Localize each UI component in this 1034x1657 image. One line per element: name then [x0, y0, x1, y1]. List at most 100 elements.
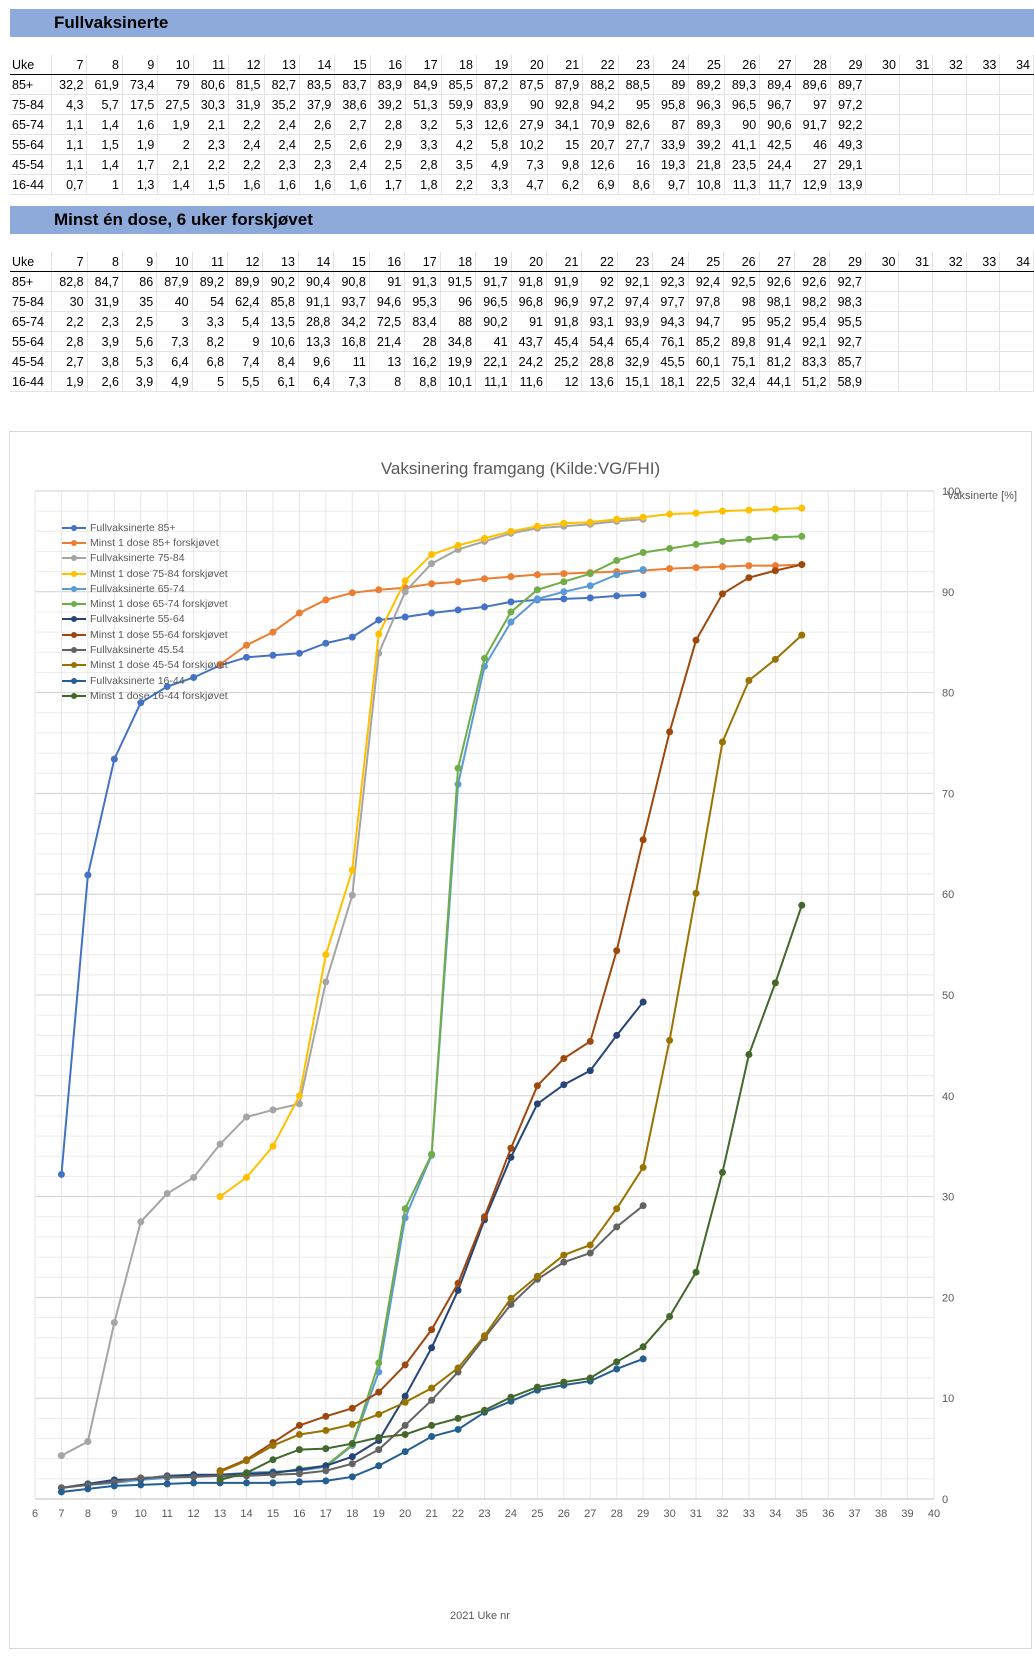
column-header-week: 34 — [999, 55, 1034, 75]
table-cell: 91,8 — [546, 311, 583, 332]
data-point — [613, 1223, 621, 1231]
data-point — [243, 653, 251, 661]
data-point — [322, 596, 330, 604]
table-cell: 7,3 — [156, 331, 193, 352]
table-cell: 2,7 — [51, 351, 88, 372]
data-point — [507, 608, 515, 616]
table-cell — [999, 134, 1034, 155]
table-cell — [932, 291, 967, 312]
table-cell: 3 — [156, 311, 193, 332]
data-point — [798, 561, 806, 569]
table-cell: 27 — [795, 154, 832, 175]
table-cell: 89,2 — [192, 271, 229, 292]
data-point — [295, 1446, 303, 1454]
table-cell: 2,8 — [370, 114, 407, 135]
legend-swatch — [62, 614, 86, 624]
data-point — [428, 580, 436, 588]
legend-item: Minst 1 dose 55-64 forskjøvet — [62, 627, 228, 642]
column-header-week: 24 — [652, 252, 689, 272]
legend-item: Minst 1 dose 45-54 forskjøvet — [62, 658, 228, 673]
data-point — [613, 1031, 621, 1039]
table-cell: 35,2 — [264, 94, 300, 115]
table-cell: 27,5 — [157, 94, 194, 115]
data-point — [718, 537, 726, 545]
x-tick-label: 9 — [111, 1508, 117, 1520]
x-tick-label: 11 — [161, 1508, 172, 1520]
table-cell: 98 — [723, 291, 760, 312]
legend-label: Minst 1 dose 45-54 forskjøvet — [90, 659, 228, 672]
data-point — [322, 1426, 330, 1434]
table-cell: 43,7 — [511, 331, 547, 352]
table-row: 16-44 0,7 1 1,3 1,4 1,5 1,6 1,6 1,6 1,6 1,7 1,8 2,2 3… — [10, 174, 1034, 195]
table-cell: 73,4 — [122, 74, 159, 95]
table-cell: 72,5 — [369, 311, 406, 332]
table-cell: 1,3 — [122, 174, 159, 195]
x-tick-label: 17 — [320, 1508, 332, 1520]
table-cell: 2,6 — [334, 134, 371, 155]
column-header-week: 27 — [759, 252, 796, 272]
data-point — [507, 573, 515, 581]
table-cell — [999, 291, 1034, 312]
table-cell: 10,6 — [262, 331, 299, 352]
table-cell: 3,9 — [122, 371, 158, 392]
table-cell — [898, 351, 934, 372]
table-cell: 1,4 — [157, 174, 194, 195]
table-cell: 97,4 — [617, 291, 654, 312]
table-cell: 11,1 — [475, 371, 512, 392]
data-point — [348, 1404, 356, 1412]
table-cell: 34,1 — [547, 114, 584, 135]
x-tick-label: 26 — [558, 1508, 570, 1520]
data-point — [269, 1479, 277, 1487]
table-row: 55-64 1,1 1,5 1,9 2 2,3 2,4 2,4 2,5 2,6 2,9 3,3 4,2 5… — [10, 134, 1034, 155]
table-cell: 34,8 — [440, 331, 477, 352]
data-point — [745, 506, 753, 514]
table-cell: 89 — [653, 74, 690, 95]
table-cell: 29,1 — [830, 154, 867, 175]
table-cell: 6,2 — [547, 174, 584, 195]
data-point — [454, 1425, 462, 1433]
table-cell: 98,2 — [794, 291, 831, 312]
data-point — [745, 677, 753, 685]
legend-item: Minst 1 dose 65-74 forskjøvet — [62, 596, 228, 611]
table-cell: 30,3 — [193, 94, 230, 115]
table-cell: 6,9 — [582, 174, 619, 195]
table-cell: 96,9 — [546, 291, 583, 312]
table-cell: 51,2 — [794, 371, 831, 392]
column-header-week: 7 — [51, 252, 88, 272]
data-point — [216, 1140, 224, 1148]
table-cell: 83,4 — [404, 311, 441, 332]
data-point — [533, 1383, 541, 1391]
table-cell: 91,5 — [440, 271, 477, 292]
table-cell: 84,9 — [405, 74, 442, 95]
data-point — [348, 633, 356, 641]
row-label: 16-44 — [10, 371, 53, 392]
table-cell: 92,8 — [547, 94, 584, 115]
table-cell: 5,4 — [227, 311, 264, 332]
table-cell: 10,2 — [511, 134, 548, 155]
y-tick-label: 40 — [942, 1091, 954, 1103]
data-point — [428, 551, 436, 559]
table-cell: 23,5 — [724, 154, 761, 175]
table-cell: 84,7 — [87, 271, 123, 292]
table-cell: 92,1 — [617, 271, 654, 292]
table-cell: 10,8 — [688, 174, 725, 195]
column-header-uke: Uke — [10, 55, 53, 75]
table-cell: 65,4 — [617, 331, 654, 352]
table-cell: 2,5 — [299, 134, 336, 155]
table-cell — [865, 174, 900, 195]
table-cell: 80,6 — [193, 74, 230, 95]
column-header-week: 34 — [999, 252, 1034, 272]
data-point — [322, 1477, 330, 1485]
data-point — [322, 639, 330, 647]
table-cell: 40 — [156, 291, 193, 312]
table-cell: 92,6 — [794, 271, 831, 292]
table-cell: 8,8 — [404, 371, 441, 392]
x-tick-label: 12 — [188, 1508, 200, 1520]
table-cell: 28 — [404, 331, 441, 352]
table-cell — [966, 134, 1001, 155]
data-point — [586, 1241, 594, 1249]
table-row: 65-74 1,1 1,4 1,6 1,9 2,1 2,2 2,4 2,6 2,7 2,8 3,2 5,… — [10, 114, 1034, 135]
data-point — [507, 598, 515, 606]
table-cell — [966, 351, 1001, 372]
table-cell: 24,4 — [759, 154, 796, 175]
